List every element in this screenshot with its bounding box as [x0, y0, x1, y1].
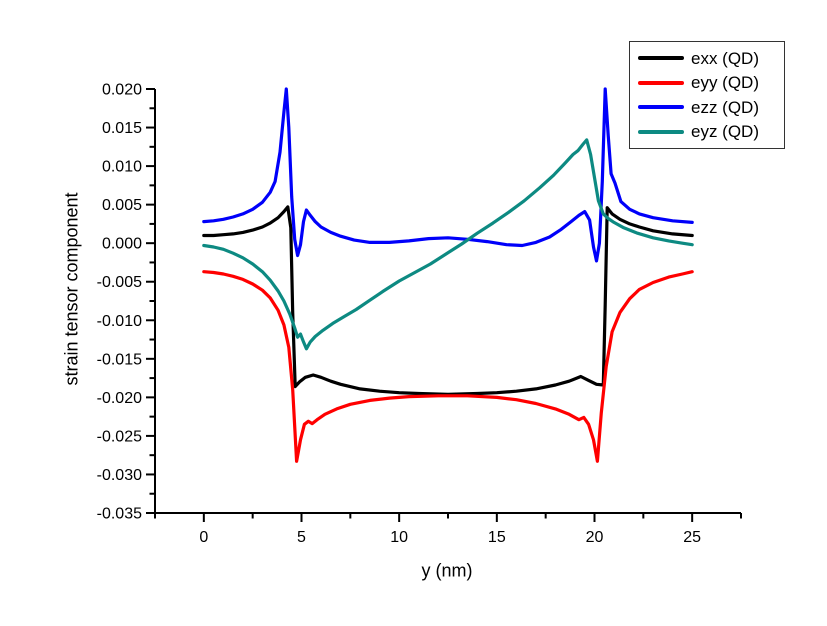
x-tick-label: 15: [488, 529, 506, 546]
legend-label: ezz (QD): [691, 97, 759, 117]
x-tick-label: 10: [390, 529, 408, 546]
y-tick-label: -0.035: [97, 506, 142, 523]
y-tick-label: 0.000: [102, 236, 142, 253]
y-tick-label: -0.030: [97, 467, 142, 484]
legend-item-4: eyz (QD): [638, 123, 776, 140]
legend-line-sample: [638, 56, 684, 61]
series-curve-2: [202, 270, 694, 463]
series-curve-3: [202, 87, 694, 263]
x-tick-label: 25: [683, 529, 701, 546]
x-axis-title: y (nm): [421, 560, 473, 581]
legend-item-3: ezz (QD): [638, 99, 776, 116]
x-tick-label: 20: [586, 529, 604, 546]
y-axis-title: strain tensor component: [61, 192, 82, 386]
legend-box: exx (QD) eyy (QD) ezz (QD) eyz (QD): [629, 41, 785, 149]
y-tick-label: -0.025: [97, 428, 142, 445]
x-tick-label: 5: [297, 529, 306, 546]
y-tick-label: 0.010: [102, 159, 142, 176]
legend-label: eyy (QD): [691, 73, 759, 93]
legend-line-sample: [638, 129, 684, 134]
series-curve-4: [202, 138, 694, 351]
y-tick-label: -0.010: [97, 313, 142, 330]
y-tick-label: -0.020: [97, 390, 142, 407]
y-tick-label: -0.015: [97, 351, 142, 368]
legend-item-2: eyy (QD): [638, 74, 776, 91]
y-tick-label: 0.020: [102, 82, 142, 99]
series-curve-1: [202, 205, 694, 396]
y-tick-label: 0.015: [102, 120, 142, 137]
x-tick-label: 0: [199, 529, 208, 546]
legend-label: eyz (QD): [691, 122, 759, 142]
legend-label: exx (QD): [691, 48, 759, 68]
legend-line-sample: [638, 105, 684, 110]
y-tick-label: 0.005: [102, 197, 142, 214]
y-tick-label: -0.005: [97, 274, 142, 291]
legend-item-1: exx (QD): [638, 50, 776, 67]
legend-line-sample: [638, 80, 684, 85]
